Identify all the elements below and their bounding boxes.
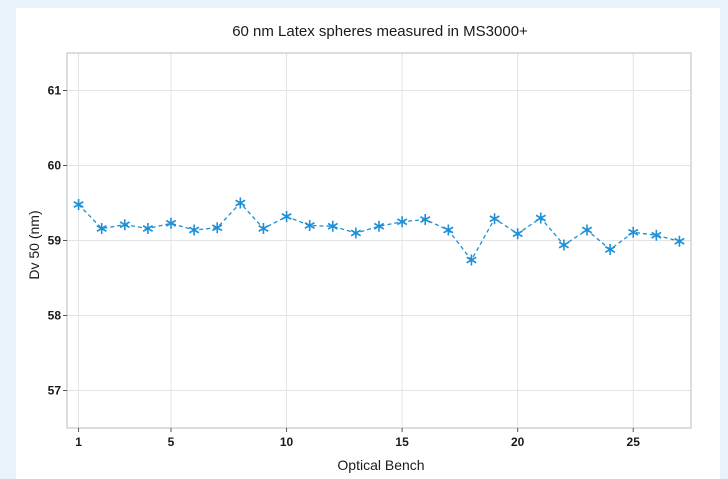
data-point	[281, 211, 292, 222]
data-point	[188, 224, 200, 236]
data-point	[628, 226, 639, 238]
data-point	[443, 224, 454, 236]
x-tick-label: 5	[168, 435, 175, 449]
data-point	[212, 222, 223, 234]
data-point	[558, 239, 570, 251]
series-layer	[73, 197, 685, 266]
x-tick-label: 10	[280, 435, 294, 449]
data-point	[373, 220, 385, 232]
data-point	[396, 216, 408, 228]
line-chart: 60 nm Latex spheres measured in MS3000+ …	[26, 23, 692, 473]
y-tick-label: 57	[48, 384, 62, 398]
y-tick-label: 60	[48, 159, 62, 173]
data-point	[512, 228, 523, 240]
data-point	[581, 224, 593, 236]
x-tick-label: 25	[627, 435, 641, 449]
data-point	[420, 214, 431, 225]
y-axis-label: Dv 50 (nm)	[26, 210, 42, 279]
data-point	[235, 197, 246, 209]
x-tick-label: 20	[511, 435, 525, 449]
data-point	[73, 199, 84, 210]
data-point	[142, 223, 154, 234]
y-tick-label: 59	[48, 234, 62, 248]
data-point	[165, 217, 177, 229]
grid	[67, 53, 691, 428]
y-tick-label: 58	[48, 309, 62, 323]
x-axis-label: Optical Bench	[337, 457, 424, 473]
data-point	[489, 213, 500, 225]
data-point	[304, 220, 315, 231]
x-tick-label: 1	[75, 435, 82, 449]
data-point	[466, 254, 477, 266]
chart-title: 60 nm Latex spheres measured in MS3000+	[232, 23, 528, 40]
data-point	[350, 227, 362, 239]
chart-panel: 60 nm Latex spheres measured in MS3000+ …	[16, 8, 720, 479]
data-point	[119, 219, 130, 231]
data-point	[535, 212, 546, 224]
data-point	[258, 223, 269, 234]
data-point	[674, 235, 685, 247]
data-point	[96, 223, 107, 234]
data-point	[604, 244, 616, 255]
x-tick-label: 15	[395, 435, 409, 449]
y-tick-label: 61	[48, 84, 62, 98]
data-point	[651, 229, 662, 241]
data-point	[327, 220, 338, 232]
